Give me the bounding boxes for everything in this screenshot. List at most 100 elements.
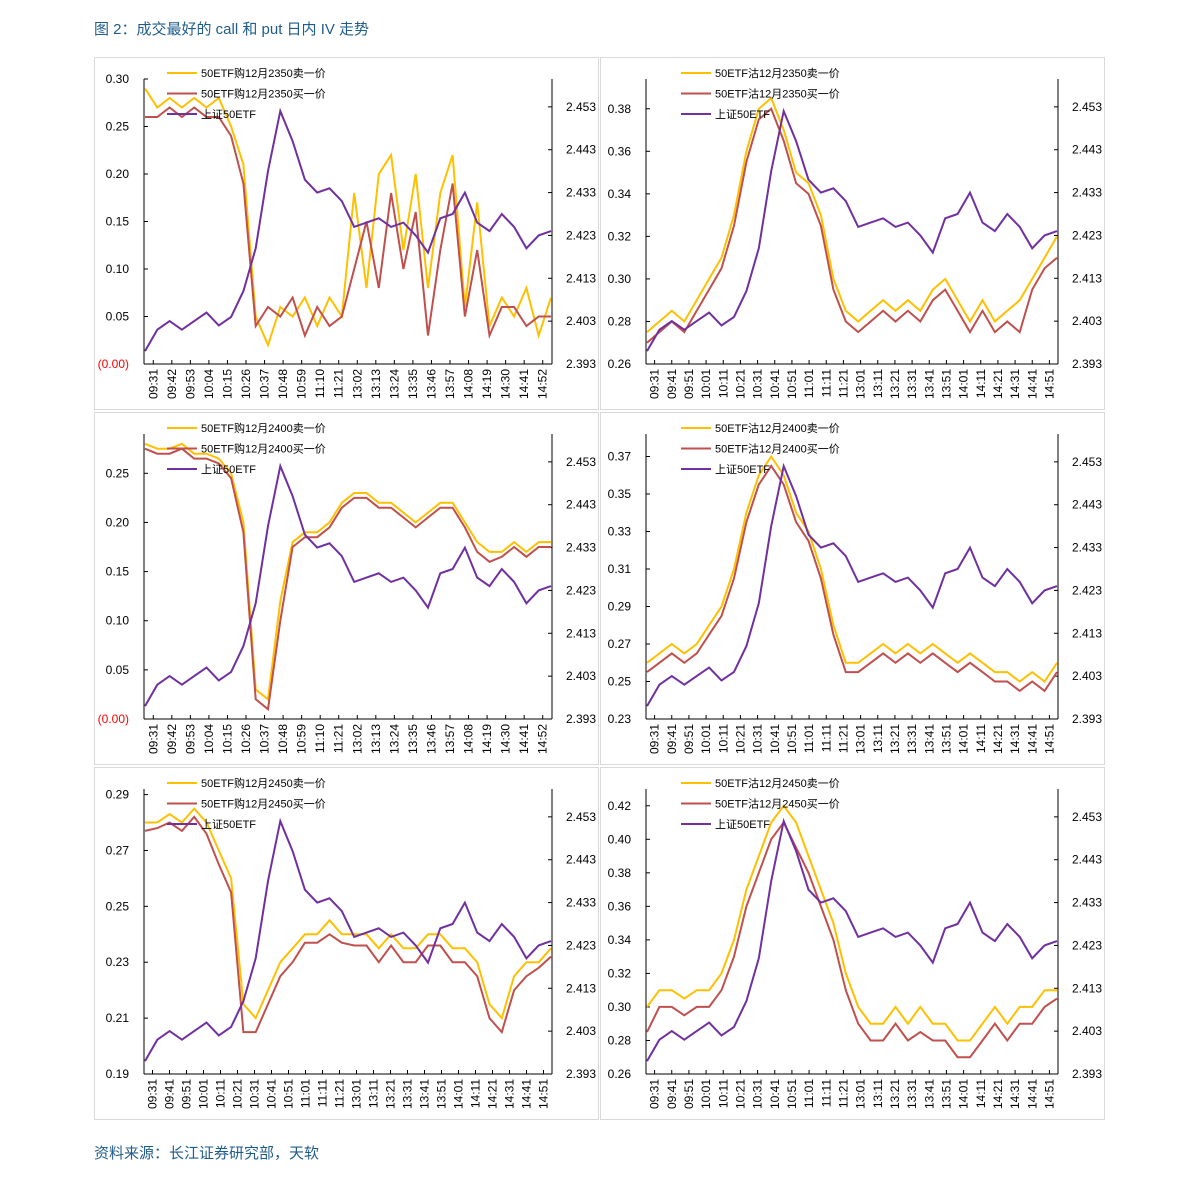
x-tick-label: 13:41 (922, 369, 936, 399)
y-tick-label: 0.32 (608, 229, 632, 243)
y-tick-label: 0.36 (608, 144, 632, 158)
x-tick-label: 13:57 (443, 369, 457, 399)
legend-label: 上证50ETF (715, 818, 770, 831)
x-tick-label: 13:01 (854, 1079, 868, 1109)
x-tick-label: 13:21 (888, 724, 902, 754)
y2-tick-label: 2.443 (1072, 498, 1102, 512)
y2-tick-label: 2.433 (566, 541, 596, 555)
chart-svg: 0.23 0.25 0.27 0.29 0.31 0.33 0.35 0.37 2.393 2.4… (608, 422, 1103, 754)
y-tick-label: (0.00) (98, 712, 129, 726)
y2-tick-label: 2.443 (566, 143, 596, 157)
y-tick-label: 0.42 (608, 799, 632, 813)
y-tick-label: 0.27 (106, 843, 130, 857)
legend-label: 上证50ETF (201, 463, 256, 476)
x-tick-label: 10:51 (785, 1079, 799, 1109)
x-tick-label: 13:11 (871, 724, 885, 753)
x-tick-label: 14:01 (957, 1079, 971, 1109)
series-50etf-line (144, 107, 552, 352)
x-tick-label: 09:51 (682, 724, 696, 754)
legend-label: 50ETF购12月2350卖一价 (201, 66, 326, 80)
x-tick-label: 14:01 (957, 724, 971, 754)
x-tick-label: 14:31 (1008, 724, 1022, 754)
y2-tick-label: 2.413 (1072, 626, 1102, 640)
series-50etf-line (144, 817, 552, 1062)
x-tick-label: 11:01 (802, 724, 816, 753)
series-buy-line (646, 107, 1058, 344)
x-tick-label: 14:11 (974, 1079, 988, 1108)
y2-tick-label: 2.413 (1072, 981, 1102, 995)
x-tick-label: 13:31 (905, 1079, 919, 1109)
x-tick-label: 13:41 (418, 1079, 432, 1109)
y2-tick-label: 2.433 (1072, 186, 1102, 200)
y-tick-label: 0.37 (608, 450, 632, 464)
y-tick-label: 0.25 (608, 675, 632, 689)
figure-title: 图 2：成交最好的 call 和 put 日内 IV 走势 (94, 21, 370, 38)
legend-label: 上证50ETF (715, 108, 770, 121)
x-tick-label: 10:51 (282, 1079, 296, 1109)
x-tick-label: 13:01 (854, 369, 868, 399)
y2-tick-label: 2.393 (566, 357, 596, 371)
x-tick-label: 13:01 (350, 1079, 364, 1109)
y-tick-label: 0.10 (106, 614, 130, 628)
y2-tick-label: 2.403 (566, 314, 596, 328)
y2-tick-label: 2.433 (566, 896, 596, 910)
series-50etf-line (646, 817, 1058, 1062)
legend-label: 50ETF沽12月2400买一价 (715, 443, 840, 456)
x-tick-label: 10:01 (699, 724, 713, 754)
x-tick-label: 10:37 (258, 724, 272, 754)
y-tick-label: 0.19 (106, 1067, 130, 1081)
chart-panel-put-2450: 0.26 0.28 0.30 0.32 0.34 0.36 0.38 0.40 0.42 2.39… (600, 767, 1105, 1120)
x-tick-label: 13:21 (888, 369, 902, 399)
legend-label: 上证50ETF (201, 108, 256, 121)
y2-tick-label: 2.403 (566, 669, 596, 683)
y2-tick-label: 2.423 (566, 938, 596, 952)
x-tick-label: 09:41 (665, 1079, 679, 1109)
x-tick-label: 13:11 (367, 1079, 381, 1108)
chart-panel-call-2450: 0.19 0.21 0.23 0.25 0.27 0.29 2.393 2.403 2.413 2… (94, 767, 599, 1120)
y2-tick-label: 2.433 (1072, 541, 1102, 555)
legend-label: 50ETF沽12月2450卖一价 (715, 777, 840, 790)
x-tick-label: 09:31 (648, 369, 662, 399)
y-tick-label: 0.27 (608, 637, 632, 651)
chart-panel-call-2350: (0.00) 0.05 0.10 0.15 0.20 0.25 0.30 2.393 2.403… (94, 57, 599, 410)
y-tick-label: 0.26 (608, 357, 632, 371)
legend-label: 50ETF购12月2450买一价 (201, 797, 326, 811)
x-tick-label: 11:01 (802, 1079, 816, 1108)
y2-tick-label: 2.443 (1072, 143, 1102, 157)
y-tick-label: 0.29 (106, 788, 130, 802)
x-tick-label: 11:11 (819, 724, 833, 753)
x-tick-label: 13:31 (905, 369, 919, 399)
y2-tick-label: 2.403 (1072, 669, 1102, 683)
y2-tick-label: 2.403 (1072, 314, 1102, 328)
x-tick-label: 11:01 (802, 369, 816, 398)
y-tick-label: 0.35 (608, 487, 632, 501)
y-tick-label: 0.20 (106, 515, 130, 529)
y2-tick-label: 2.453 (1072, 810, 1102, 824)
x-tick-label: 13:35 (406, 724, 420, 754)
y2-tick-label: 2.453 (1072, 455, 1102, 469)
x-tick-label: 14:21 (991, 369, 1005, 399)
x-tick-label: 14:52 (536, 369, 550, 399)
y2-tick-label: 2.393 (1072, 1067, 1102, 1081)
x-tick-label: 14:21 (991, 1079, 1005, 1109)
x-tick-label: 10:31 (751, 369, 765, 399)
x-tick-label: 10:15 (220, 369, 234, 399)
x-tick-label: 10:04 (202, 724, 216, 754)
x-tick-label: 09:41 (665, 369, 679, 399)
x-tick-label: 10:21 (231, 1079, 245, 1109)
y-tick-label: 0.15 (106, 215, 130, 229)
x-tick-label: 14:11 (974, 724, 988, 753)
legend-label: 上证50ETF (201, 818, 256, 831)
x-tick-label: 14:30 (499, 724, 513, 754)
series-buy-line (646, 464, 1058, 693)
y-tick-label: (0.00) (98, 357, 129, 371)
y2-tick-label: 2.413 (566, 626, 596, 640)
legend-label: 50ETF购12月2400卖一价 (201, 421, 326, 435)
x-tick-label: 13:51 (939, 724, 953, 754)
series-buy-line (145, 106, 551, 340)
x-tick-label: 09:31 (146, 369, 160, 399)
x-tick-label: 10:48 (276, 724, 290, 754)
series-50etf-line (144, 462, 552, 707)
y-tick-label: 0.32 (608, 966, 632, 980)
y2-tick-label: 2.393 (566, 712, 596, 726)
